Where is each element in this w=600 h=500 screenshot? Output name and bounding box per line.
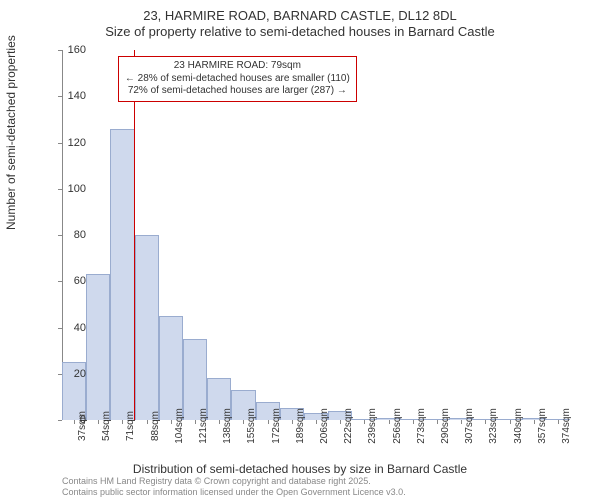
x-tick — [292, 420, 293, 424]
marker-line — [134, 50, 135, 420]
x-tick-label: 172sqm — [271, 408, 282, 444]
x-tick-label: 290sqm — [440, 408, 451, 444]
x-tick-label: 37sqm — [77, 411, 88, 441]
x-tick-label: 71sqm — [125, 411, 136, 441]
x-tick — [98, 420, 99, 424]
x-axis-label: Distribution of semi-detached houses by … — [0, 462, 600, 476]
marker-annotation: 23 HARMIRE ROAD: 79sqm← 28% of semi-deta… — [118, 56, 357, 102]
x-tick — [413, 420, 414, 424]
x-tick-label: 357sqm — [537, 408, 548, 444]
x-tick-label: 121sqm — [198, 408, 209, 444]
annotation-line: ← 28% of semi-detached houses are smalle… — [125, 73, 350, 86]
x-tick-label: 323sqm — [488, 408, 499, 444]
y-tick — [58, 50, 62, 51]
x-tick-label: 239sqm — [367, 408, 378, 444]
chart-container: 23, HARMIRE ROAD, BARNARD CASTLE, DL12 8… — [0, 0, 600, 500]
x-tick — [485, 420, 486, 424]
x-tick — [534, 420, 535, 424]
x-tick — [316, 420, 317, 424]
y-tick — [58, 374, 62, 375]
x-tick — [510, 420, 511, 424]
x-tick — [268, 420, 269, 424]
x-tick-label: 155sqm — [246, 408, 257, 444]
x-tick — [340, 420, 341, 424]
title-line-2: Size of property relative to semi-detach… — [0, 24, 600, 40]
x-tick-label: 104sqm — [174, 408, 185, 444]
x-tick — [364, 420, 365, 424]
footer-line-2: Contains public sector information licen… — [62, 487, 406, 498]
y-tick — [58, 281, 62, 282]
x-tick-label: 189sqm — [295, 408, 306, 444]
y-tick — [58, 420, 62, 421]
x-tick — [461, 420, 462, 424]
title-line-1: 23, HARMIRE ROAD, BARNARD CASTLE, DL12 8… — [0, 8, 600, 24]
histogram-bar — [135, 235, 159, 420]
x-tick-label: 88sqm — [150, 411, 161, 441]
x-tick-label: 256sqm — [392, 408, 403, 444]
x-tick — [243, 420, 244, 424]
x-tick — [558, 420, 559, 424]
y-tick — [58, 235, 62, 236]
y-tick — [58, 328, 62, 329]
y-tick — [58, 96, 62, 97]
footer-line-1: Contains HM Land Registry data © Crown c… — [62, 476, 406, 487]
x-tick-label: 54sqm — [101, 411, 112, 441]
chart-title: 23, HARMIRE ROAD, BARNARD CASTLE, DL12 8… — [0, 0, 600, 41]
histogram-bar — [159, 316, 183, 420]
x-tick-label: 340sqm — [513, 408, 524, 444]
annotation-line: 23 HARMIRE ROAD: 79sqm — [125, 60, 350, 73]
x-tick — [389, 420, 390, 424]
x-tick — [437, 420, 438, 424]
histogram-bar — [86, 274, 110, 420]
x-tick — [219, 420, 220, 424]
x-tick — [171, 420, 172, 424]
y-tick — [58, 143, 62, 144]
y-tick — [58, 189, 62, 190]
x-tick — [147, 420, 148, 424]
annotation-line: 72% of semi-detached houses are larger (… — [125, 85, 350, 98]
plot-area: 23 HARMIRE ROAD: 79sqm← 28% of semi-deta… — [62, 50, 570, 420]
x-tick — [74, 420, 75, 424]
x-tick-label: 206sqm — [319, 408, 330, 444]
y-axis-label: Number of semi-detached properties — [4, 35, 18, 230]
x-tick-label: 138sqm — [222, 408, 233, 444]
chart-footer: Contains HM Land Registry data © Crown c… — [62, 476, 406, 498]
x-tick — [122, 420, 123, 424]
x-tick-label: 307sqm — [464, 408, 475, 444]
x-tick-label: 273sqm — [416, 408, 427, 444]
x-tick — [195, 420, 196, 424]
x-tick-label: 222sqm — [343, 408, 354, 444]
histogram-bar — [110, 129, 134, 420]
x-tick-label: 374sqm — [561, 408, 572, 444]
